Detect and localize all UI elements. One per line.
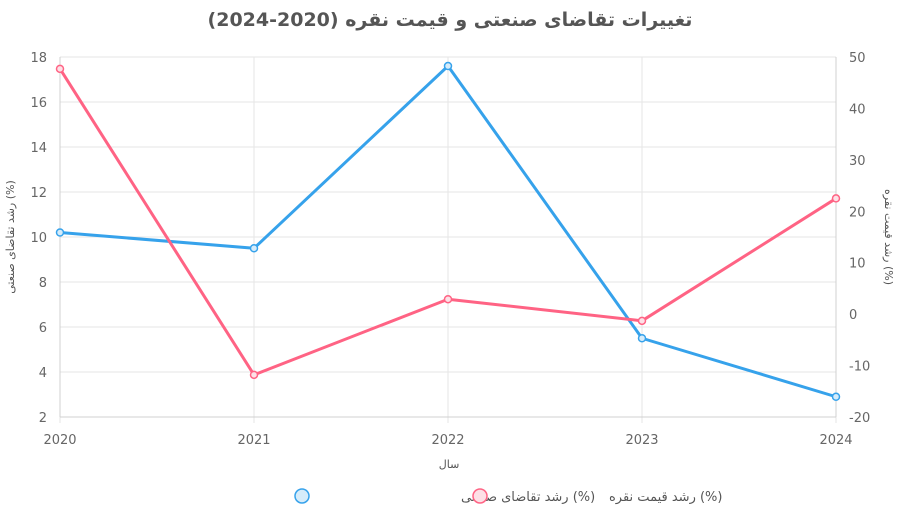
data-point-1-2[interactable] [443, 294, 453, 304]
legend-item-demand[interactable]: (%) رشد تقاضای صنعتی [294, 488, 595, 505]
chart-title: تغییرات تقاضای صنعتی و قیمت نقره (2020-2… [208, 9, 693, 31]
x-axis-title: سال [439, 458, 460, 471]
data-point-0-3[interactable] [637, 334, 647, 343]
legend-label-demand: (%) رشد تقاضای صنعتی [461, 490, 595, 505]
x-tick-label: 2020 [43, 433, 76, 448]
left-tick-label: 16 [30, 96, 47, 111]
data-point-0-4[interactable] [831, 392, 841, 401]
right-tick-label: 20 [849, 205, 866, 220]
right-tick-label: 40 [849, 102, 866, 117]
left-tick-label: 10 [30, 231, 47, 246]
right-tick-label: 0 [849, 308, 857, 323]
data-point-1-1[interactable] [249, 370, 259, 380]
legend-label-silver-price: (%) رشد قیمت نقره [609, 490, 722, 505]
right-tick-label: -20 [849, 411, 870, 426]
data-point-1-4[interactable] [831, 194, 841, 203]
legend-marker-silver-price [472, 488, 488, 504]
right-tick-label: 30 [849, 154, 866, 169]
left-axis-ticks: 2 4 6 8 10 12 14 16 18 [30, 51, 47, 426]
right-axis-title: (%) رشد قیمت نقره [882, 189, 895, 285]
data-point-1-3[interactable] [637, 316, 647, 326]
data-point-0-1[interactable] [249, 244, 259, 253]
left-tick-label: 2 [39, 411, 47, 426]
x-tick-label: 2022 [431, 433, 464, 448]
x-axis-ticks: 2020 2021 2022 2023 2024 [43, 433, 852, 448]
data-point-0-0[interactable] [55, 228, 65, 237]
left-tick-label: 12 [30, 186, 47, 201]
data-point-1-0[interactable] [55, 64, 65, 74]
x-tick-label: 2023 [625, 433, 658, 448]
series-group [55, 61, 841, 401]
legend-item-silver-price[interactable]: (%) رشد قیمت نقره [472, 488, 722, 505]
left-tick-label: 8 [39, 276, 47, 291]
left-tick-label: 4 [39, 366, 47, 381]
right-tick-label: -10 [849, 360, 870, 375]
left-tick-label: 14 [30, 141, 47, 156]
left-axis-title: (%) رشد تقاضای صنعتی [4, 180, 17, 294]
legend-marker-demand [294, 488, 310, 504]
grid [59, 56, 837, 423]
right-axis-ticks: -20 -10 0 10 20 30 40 50 [849, 51, 870, 426]
x-tick-label: 2024 [819, 433, 852, 448]
left-tick-label: 18 [30, 51, 47, 66]
legend: (%) رشد تقاضای صنعتی (%) رشد قیمت نقره [294, 488, 722, 505]
right-tick-label: 50 [849, 51, 866, 66]
data-point-0-2[interactable] [443, 61, 453, 71]
left-tick-label: 6 [39, 321, 47, 336]
right-tick-label: 10 [849, 257, 866, 272]
x-tick-label: 2021 [237, 433, 270, 448]
